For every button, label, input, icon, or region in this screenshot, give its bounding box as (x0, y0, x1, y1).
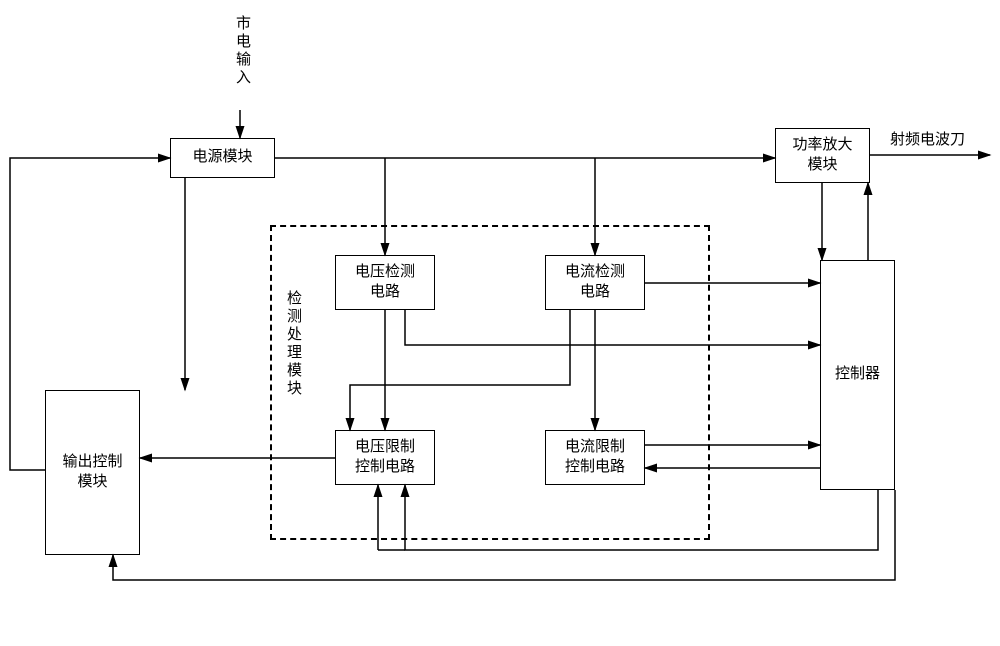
voltage-limit-label: 电压限制控制电路 (355, 438, 415, 477)
power-module-box: 电源模块 (170, 138, 275, 178)
controller-label: 控制器 (835, 365, 880, 385)
power-amp-label: 功率放大模块 (792, 136, 852, 175)
current-detect-box: 电流检测电路 (545, 255, 645, 310)
current-limit-label: 电流限制控制电路 (565, 438, 625, 477)
output-control-label: 输出控制模块 (62, 453, 122, 492)
output-control-box: 输出控制模块 (45, 390, 140, 555)
rf-knife-label: 射频电波刀 (890, 128, 965, 149)
detection-module-label: 检测处理模块 (283, 290, 304, 398)
current-detect-label: 电流检测电路 (565, 263, 625, 302)
power-module-label: 电源模块 (192, 148, 252, 168)
mains-input-label: 市电输入 (232, 15, 253, 87)
voltage-limit-box: 电压限制控制电路 (335, 430, 435, 485)
current-limit-box: 电流限制控制电路 (545, 430, 645, 485)
power-amp-box: 功率放大模块 (775, 128, 870, 183)
controller-box: 控制器 (820, 260, 895, 490)
voltage-detect-label: 电压检测电路 (355, 263, 415, 302)
voltage-detect-box: 电压检测电路 (335, 255, 435, 310)
